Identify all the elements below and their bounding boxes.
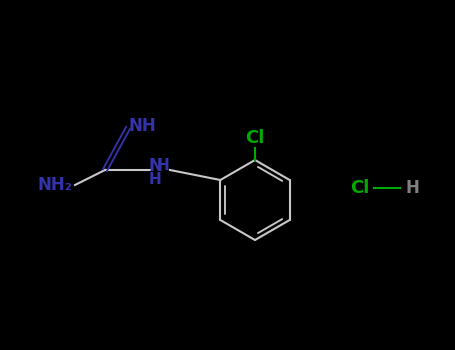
Text: H: H [405, 179, 419, 197]
Text: NH₂: NH₂ [37, 176, 72, 194]
Text: H: H [157, 159, 169, 174]
Text: Cl: Cl [350, 179, 369, 197]
Text: NH: NH [128, 117, 156, 135]
Text: Cl: Cl [245, 129, 265, 147]
Text: N: N [148, 157, 162, 175]
Text: H: H [149, 173, 162, 188]
